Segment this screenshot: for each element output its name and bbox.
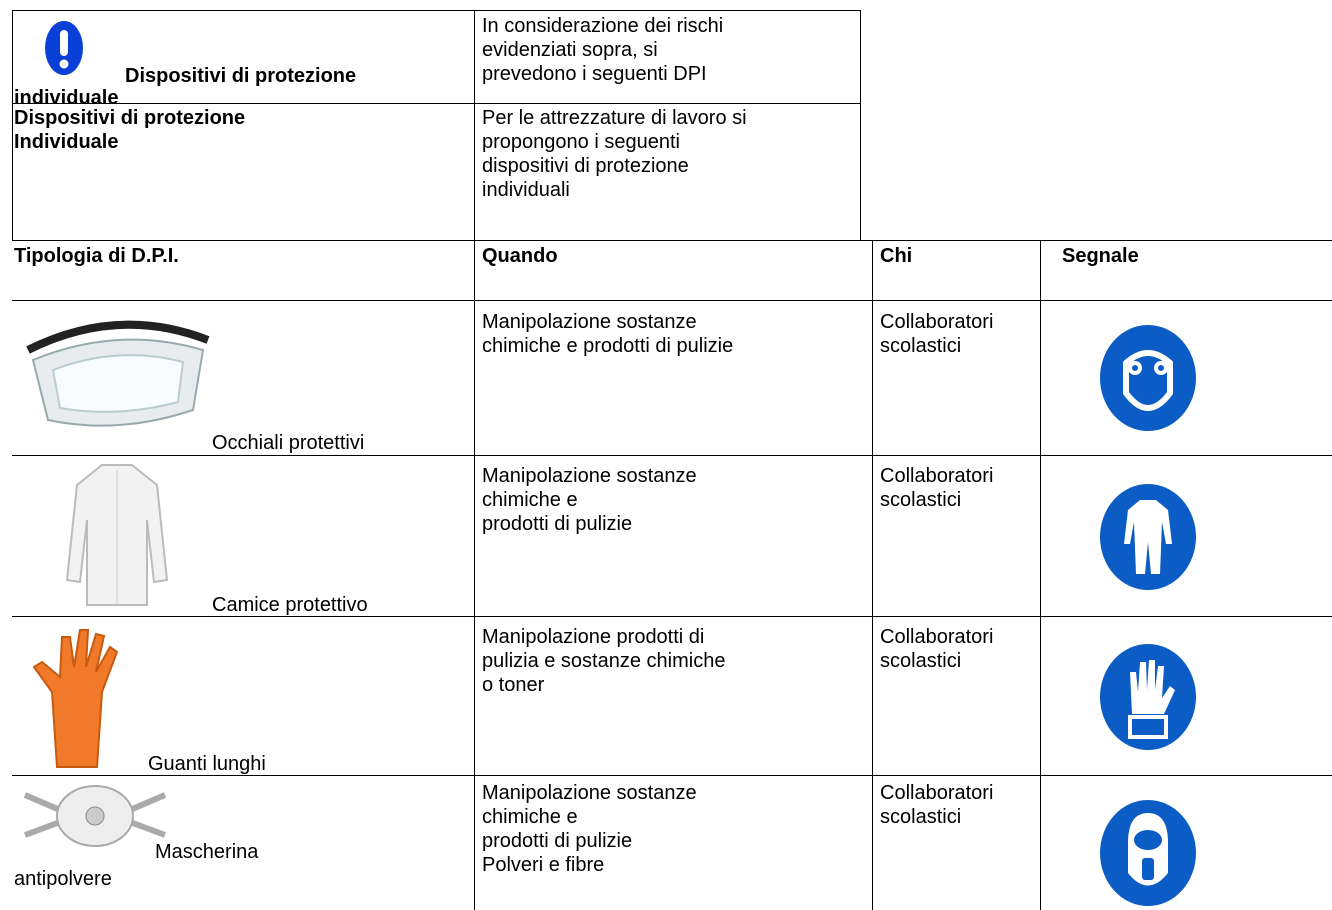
header-text: In considerazione dei rischi (482, 15, 724, 37)
border (12, 240, 1332, 241)
header-label: individuale (14, 87, 119, 109)
border (474, 10, 475, 910)
goggles-image (26, 320, 210, 427)
glove-image (32, 629, 119, 768)
header-text: propongono i seguenti (482, 131, 680, 153)
header-text: prevedono i seguenti DPI (482, 63, 707, 85)
who-text: Collaboratori (880, 465, 994, 487)
border (12, 616, 1332, 617)
when-text: Manipolazione sostanze (482, 465, 697, 487)
sign-gloves (1100, 644, 1196, 750)
when-text: Polveri e fibre (482, 854, 605, 876)
when-text: o toner (482, 674, 545, 696)
border (12, 300, 1332, 301)
header-text: dispositivi di protezione (482, 155, 689, 177)
dpi-type: Guanti lunghi (148, 753, 266, 775)
sign-mask (1100, 800, 1196, 906)
who-text: scolastici (880, 489, 962, 511)
warning-icon (45, 21, 83, 75)
border (12, 775, 1332, 776)
when-text: Manipolazione prodotti di (482, 626, 705, 648)
dpi-type: Camice protettivo (212, 594, 368, 616)
column-header: Tipologia di D.P.I. (14, 245, 179, 267)
when-text: chimiche e (482, 489, 578, 511)
who-text: scolastici (880, 335, 962, 357)
when-text: Manipolazione sostanze (482, 311, 697, 333)
when-text: Manipolazione sostanze (482, 782, 697, 804)
who-text: Collaboratori (880, 311, 994, 333)
when-text: prodotti di pulizie (482, 830, 633, 852)
column-header: Quando (482, 245, 558, 267)
border (1040, 240, 1041, 910)
border (12, 10, 861, 11)
who-text: Collaboratori (880, 626, 994, 648)
column-header: Chi (880, 245, 913, 267)
border (860, 10, 861, 240)
coat-image (65, 464, 169, 606)
border (12, 10, 13, 240)
border (872, 240, 873, 910)
header-text: individuali (482, 179, 570, 201)
header-text: Per le attrezzature di lavoro si (482, 107, 747, 129)
sign-coverall (1100, 484, 1196, 590)
when-text: prodotti di pulizie (482, 513, 633, 535)
mask-image (23, 785, 167, 847)
when-text: pulizia e sostanze chimiche (482, 650, 726, 672)
column-header: Segnale (1062, 245, 1139, 267)
dpi-type: antipolvere (14, 868, 112, 890)
when-text: chimiche e prodotti di pulizie (482, 335, 734, 357)
sign-goggles (1100, 325, 1196, 431)
who-text: scolastici (880, 806, 962, 828)
when-text: chimiche e (482, 806, 578, 828)
dpi-type: Occhiali protettivi (212, 432, 365, 454)
header-label: Dispositivi di protezione (125, 65, 357, 87)
dpi-type: Mascherina (155, 841, 259, 863)
who-text: scolastici (880, 650, 962, 672)
who-text: Collaboratori (880, 782, 994, 804)
header-text: evidenziati sopra, si (482, 39, 658, 61)
border (12, 103, 861, 104)
header-label: Dispositivi di protezione (14, 107, 246, 129)
header-label: Individuale (14, 131, 119, 153)
border (12, 455, 1332, 456)
